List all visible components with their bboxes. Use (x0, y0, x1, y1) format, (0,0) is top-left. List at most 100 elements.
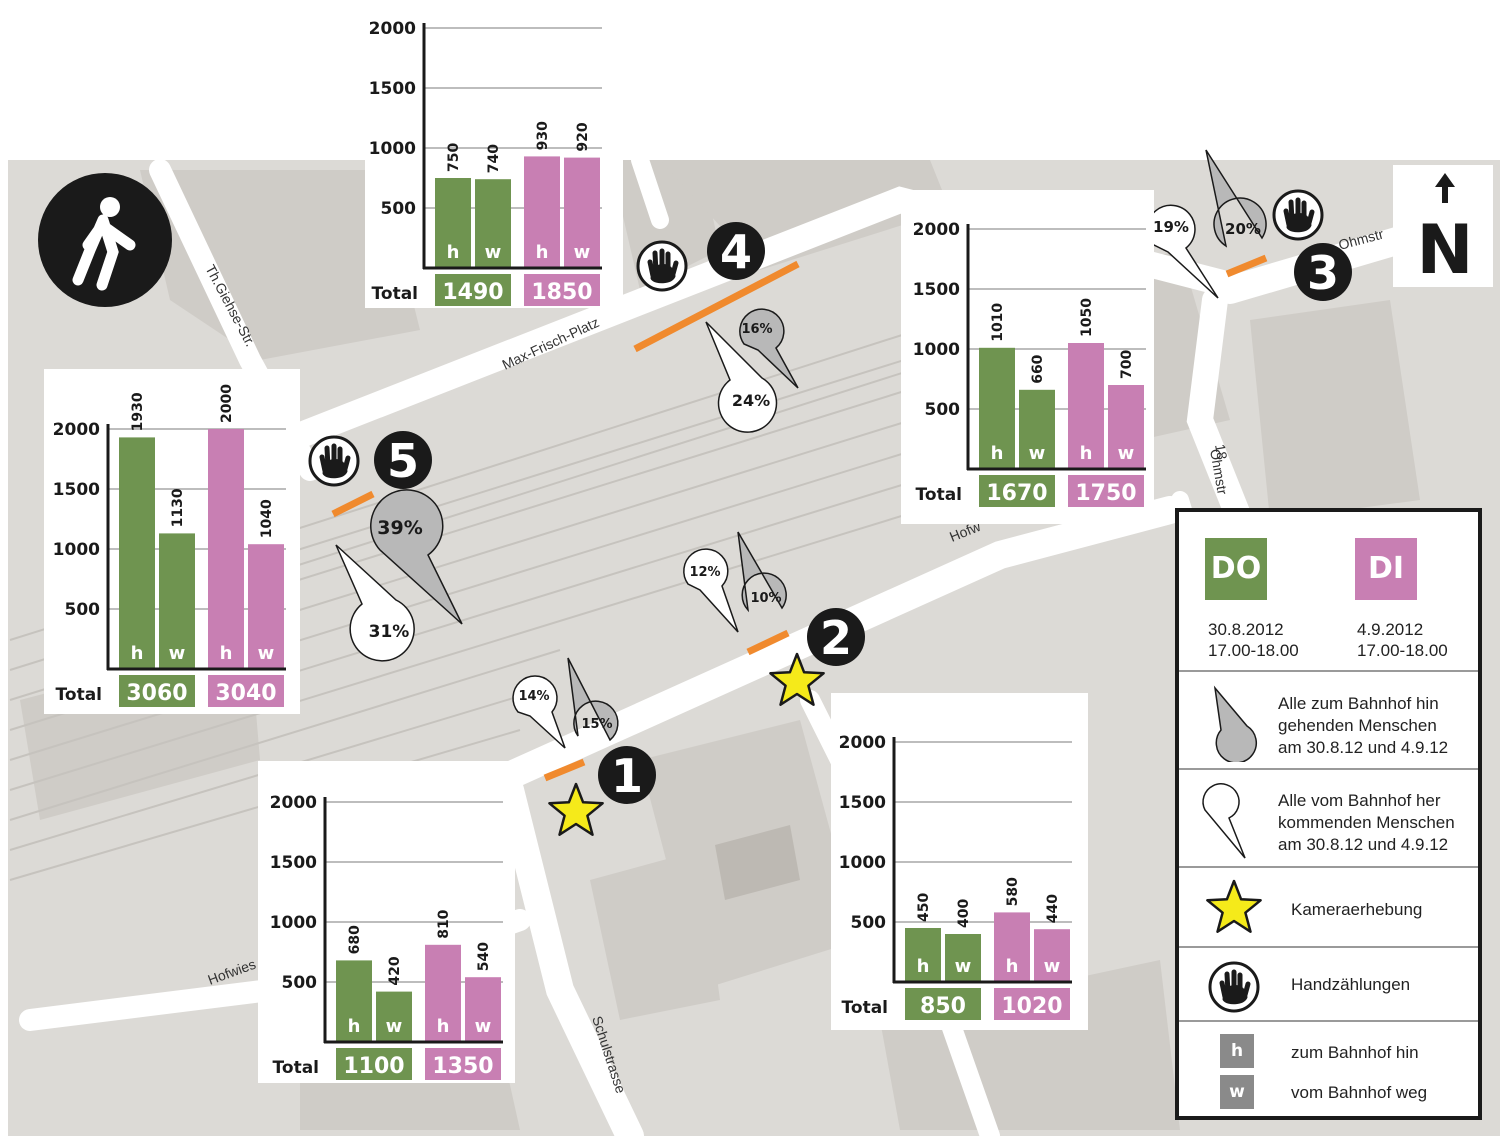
count-line-4 (633, 260, 800, 353)
y-tick-label: 2000 (53, 420, 100, 440)
bar-di-w (1034, 929, 1070, 982)
total-label: Total (916, 485, 962, 505)
bubble-white-5 (335, 544, 415, 662)
total-do-box (119, 675, 195, 707)
total-label: Total (56, 685, 102, 705)
bar-di-h (524, 156, 560, 268)
count-line-1 (543, 758, 586, 782)
total-do-box (336, 1048, 412, 1080)
svg-text:3: 3 (1307, 246, 1339, 300)
legend-di-date: 4.9.2012 (1357, 620, 1424, 639)
legend-star-icon (1206, 879, 1262, 933)
bar-category-label: w (169, 643, 186, 664)
legend-section-hand: Handzählungen (1179, 948, 1478, 1022)
y-tick-label: 500 (282, 973, 318, 993)
total-di-box (524, 274, 600, 306)
chart-card-station-2: 2000 1500 1000 500 h 450 w 400 h 580 w 440 Total 850 1… (831, 693, 1088, 1030)
legend-white-line-1: Alle vom Bahnhof her (1278, 791, 1441, 810)
svg-text:2: 2 (820, 611, 852, 665)
bar-category-label: h (220, 643, 233, 664)
legend-grey-line-3: am 30.8.12 und 4.9.12 (1278, 738, 1449, 757)
bar-chart-station-2: 2000 1500 1000 500 h 450 w 400 h 580 w 440 Total 850 1… (839, 733, 1072, 1020)
total-di-box (425, 1048, 501, 1080)
y-tick-label: 2000 (913, 220, 960, 240)
bar-do-h (336, 960, 372, 1042)
north-label: N (1417, 211, 1474, 287)
bubble-white-1 (512, 675, 566, 749)
bar-do-w (159, 533, 195, 669)
total-di-value: 1750 (1075, 481, 1136, 506)
bar-value-label: 1040 (259, 499, 275, 538)
chart-card-station-1: 2000 1500 1000 500 h 680 w 420 h 810 w 540 Total 1100… (258, 761, 515, 1083)
y-tick-label: 1000 (369, 139, 416, 159)
legend-white-line-3: am 30.8.12 und 4.9.12 (1278, 835, 1449, 854)
bar-value-label: 680 (347, 925, 363, 954)
legend-do-date: 30.8.2012 (1208, 620, 1284, 639)
legend-section-white-bubble: Alle vom Bahnhof her kommenden Menschen … (1179, 770, 1478, 868)
station-badge-5: 5 (374, 431, 432, 489)
legend-section-star: Kameraerhebung (1179, 868, 1478, 948)
chart-card-station-4: 2000 1500 1000 500 h 750 w 740 h 930 w 920 Total 1490… (365, 16, 623, 308)
bar-category-label: w (1029, 443, 1046, 464)
bar-value-label: 1130 (170, 488, 186, 527)
bar-category-label: w (475, 1016, 492, 1037)
y-tick-label: 500 (65, 600, 101, 620)
total-do-value: 1100 (343, 1054, 404, 1079)
total-di-value: 1350 (432, 1054, 493, 1079)
svg-text:5: 5 (387, 434, 419, 488)
bar-category-label: w (386, 1016, 403, 1037)
total-di-value: 1020 (1001, 994, 1062, 1019)
total-label: Total (372, 284, 418, 304)
pct-white-4: 24% (732, 391, 770, 410)
legend-do-time: 17.00-18.00 (1208, 641, 1299, 660)
bar-di-h (208, 429, 244, 669)
bar-value-label: 580 (1005, 877, 1021, 906)
bar-di-h (994, 912, 1030, 982)
bar-category-label: w (1118, 443, 1135, 464)
total-do-value: 1670 (986, 481, 1047, 506)
legend-h-text: zum Bahnhof hin (1291, 1043, 1419, 1062)
pct-grey-2: 10% (750, 591, 781, 606)
y-tick-label: 500 (925, 400, 961, 420)
legend-grey-line-1: Alle zum Bahnhof hin (1278, 694, 1439, 713)
bar-value-label: 930 (535, 121, 551, 150)
bar-value-label: 750 (446, 143, 462, 172)
total-do-box (905, 988, 981, 1020)
station-badge-4: 4 (707, 222, 765, 280)
bar-value-label: 420 (387, 956, 403, 985)
bar-category-label: h (348, 1016, 361, 1037)
bar-chart-station-3: 2000 1500 1000 500 h 1010 w 660 h 1050 w 700 Total 16… (913, 220, 1146, 507)
y-tick-label: 1500 (839, 793, 886, 813)
bubble-grey-3 (1205, 149, 1267, 248)
total-label: Total (273, 1058, 319, 1078)
bar-category-label: w (258, 643, 275, 664)
bar-category-label: w (955, 956, 972, 977)
bar-do-w (475, 179, 511, 268)
count-line-3 (1225, 254, 1268, 278)
bar-value-label: 810 (436, 909, 452, 938)
bar-value-label: 1050 (1079, 298, 1095, 337)
pct-white-1: 14% (518, 689, 549, 704)
bar-category-label: h (991, 443, 1004, 464)
legend-white-line-2: kommenden Menschen (1278, 813, 1455, 832)
bar-category-label: w (485, 242, 502, 263)
pct-white-5: 31% (369, 622, 410, 642)
legend-grey-line-2: gehenden Menschen (1278, 716, 1437, 735)
bar-category-label: h (917, 956, 930, 977)
y-tick-label: 1000 (839, 853, 886, 873)
legend-section-hw: h zum Bahnhof hin w vom Bahnhof weg (1179, 1022, 1478, 1116)
total-do-value: 850 (920, 994, 966, 1019)
street-label-ohmstr-right: Ohmstr (1207, 448, 1231, 496)
bar-di-w (248, 544, 284, 669)
pct-grey-1: 15% (581, 717, 612, 732)
legend-do-swatch: DO (1205, 538, 1267, 600)
total-do-box (435, 274, 511, 306)
legend-section-dates: DO DI 30.8.2012 17.00-18.00 4.9.2012 17.… (1179, 512, 1478, 672)
legend-hand-text: Handzählungen (1291, 975, 1411, 994)
total-label: Total (842, 998, 888, 1018)
bar-di-w (1108, 385, 1144, 469)
white-bubble-icon (1202, 783, 1246, 859)
north-arrow: N (1393, 165, 1493, 290)
star-icon-station-1 (548, 782, 604, 836)
y-tick-label: 1000 (913, 340, 960, 360)
